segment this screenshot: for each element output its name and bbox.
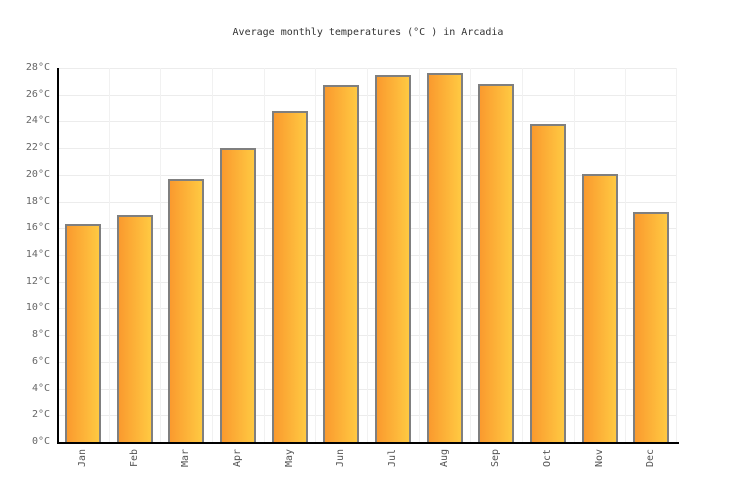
y-tick-label-18: 18°C bbox=[25, 195, 50, 207]
x-tick-label-aug: Aug bbox=[438, 448, 450, 468]
v-gridline-9 bbox=[522, 68, 523, 442]
x-tick-label-jan: Jan bbox=[76, 448, 88, 468]
x-tick-label-jul: Jul bbox=[386, 448, 398, 468]
x-tick-label-mar: Mar bbox=[180, 448, 192, 468]
bar-sep[interactable] bbox=[478, 84, 515, 442]
bar-jun[interactable] bbox=[323, 85, 360, 442]
v-gridline-2 bbox=[160, 68, 161, 442]
bar-oct[interactable] bbox=[529, 124, 566, 442]
y-tick-label-16: 16°C bbox=[25, 222, 50, 234]
v-gridline-4 bbox=[264, 68, 265, 442]
y-tick-label-0: 0°C bbox=[31, 436, 50, 447]
plot-area bbox=[57, 68, 677, 442]
y-tick-label-24: 24°C bbox=[25, 115, 50, 127]
y-tick-label-26: 26°C bbox=[25, 88, 50, 100]
bar-may[interactable] bbox=[271, 110, 308, 442]
x-tick-label-jun: Jun bbox=[335, 448, 347, 468]
x-tick-label-nov: Nov bbox=[593, 448, 605, 468]
v-gridline-6 bbox=[367, 68, 368, 442]
x-tick-label-dec: Dec bbox=[645, 448, 657, 468]
x-tick-label-feb: Feb bbox=[128, 448, 140, 468]
y-axis-line bbox=[57, 68, 59, 444]
v-gridline-5 bbox=[315, 68, 316, 442]
bar-apr[interactable] bbox=[219, 148, 256, 442]
v-gridline-1 bbox=[109, 68, 110, 442]
v-gridline-12 bbox=[676, 68, 677, 442]
y-tick-label-14: 14°C bbox=[25, 249, 50, 260]
y-tick-label-6: 6°C bbox=[31, 355, 50, 367]
v-gridline-7 bbox=[419, 68, 420, 442]
bar-jan[interactable] bbox=[64, 224, 101, 442]
v-gridline-10 bbox=[574, 68, 575, 442]
v-gridline-11 bbox=[625, 68, 626, 442]
x-tick-label-may: May bbox=[283, 448, 295, 468]
x-axis-line bbox=[57, 442, 679, 444]
bar-mar[interactable] bbox=[168, 178, 205, 442]
x-tick-label-sep: Sep bbox=[490, 448, 502, 468]
x-tick-label-oct: Oct bbox=[541, 448, 553, 468]
x-tick-label-apr: Apr bbox=[231, 448, 243, 468]
v-gridline-8 bbox=[470, 68, 471, 442]
y-tick-label-4: 4°C bbox=[31, 382, 50, 394]
chart-title: Average monthly temperatures (°C ) in Ar… bbox=[232, 27, 504, 38]
bar-aug[interactable] bbox=[426, 73, 463, 442]
bar-nov[interactable] bbox=[581, 173, 618, 442]
bar-dec[interactable] bbox=[633, 212, 670, 442]
bar-jul[interactable] bbox=[374, 74, 411, 442]
y-tick-label-8: 8°C bbox=[31, 329, 50, 341]
y-tick-label-12: 12°C bbox=[25, 275, 50, 287]
y-tick-label-20: 20°C bbox=[25, 168, 50, 180]
y-tick-label-2: 2°C bbox=[31, 409, 50, 421]
y-tick-label-22: 22°C bbox=[25, 142, 50, 154]
y-tick-label-10: 10°C bbox=[25, 302, 50, 314]
y-tick-label-28: 28°C bbox=[25, 62, 50, 73]
v-gridline-3 bbox=[212, 68, 213, 442]
bar-feb[interactable] bbox=[116, 214, 153, 442]
